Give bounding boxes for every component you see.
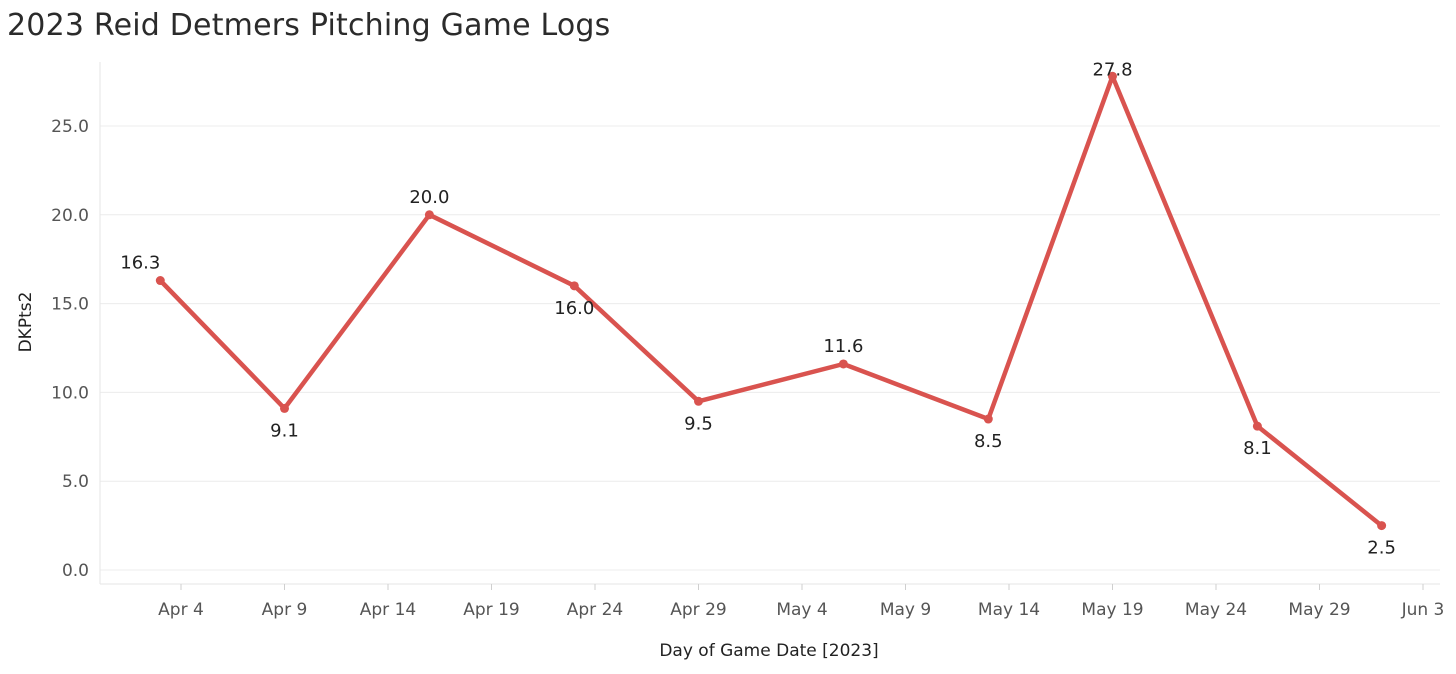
data-label: 11.6 [823, 336, 863, 357]
data-point [569, 281, 579, 291]
data-label: 20.0 [409, 187, 449, 208]
x-tick-label: May 24 [1185, 600, 1247, 620]
series-line [158, 74, 1384, 528]
series-dkpts2 [155, 71, 1387, 531]
data-point [280, 403, 289, 413]
data-label: 16.3 [120, 253, 160, 274]
x-tick-label: May 14 [978, 600, 1040, 620]
x-tick-label: May 29 [1288, 600, 1350, 620]
data-point [1377, 521, 1387, 531]
x-tick-label: Apr 19 [463, 600, 519, 620]
data-label: 8.5 [974, 431, 1003, 452]
chart-title: 2023 Reid Detmers Pitching Game Logs [7, 8, 611, 43]
x-axis-title: Day of Game Date [2023] [659, 641, 878, 661]
x-tick-label: May 4 [776, 600, 827, 620]
x-axis-ticks: Apr 4 Apr 9 Apr 14 Apr 19 Apr 24 Apr 29 May 4 M… [158, 584, 1444, 620]
data-label: 2.5 [1367, 538, 1396, 559]
y-tick-label: 20.0 [51, 206, 89, 226]
y-tick-label: 5.0 [62, 472, 89, 492]
y-tick-label: 0.0 [62, 561, 89, 581]
gridlines [100, 125, 1440, 571]
data-point [424, 210, 434, 220]
data-label: 27.8 [1092, 59, 1132, 80]
y-tick-label: 10.0 [51, 383, 89, 403]
x-tick-label: Apr 14 [360, 600, 416, 620]
x-tick-label: May 9 [880, 600, 931, 620]
y-tick-label: 15.0 [51, 295, 89, 315]
x-tick-label: May 19 [1081, 600, 1143, 620]
y-axis-ticks: 0.0 5.0 10.0 15.0 20.0 25.0 [51, 117, 89, 581]
y-axis-title: DKPts2 [16, 292, 36, 353]
y-tick-label: 25.0 [51, 117, 89, 137]
data-labels: 16.3 9.1 20.0 16.0 9.5 11.6 8.5 27.8 8.1 2.5 [120, 59, 1396, 558]
x-tick-label: Apr 24 [567, 600, 623, 620]
x-tick-label: Jun 3 [1401, 600, 1445, 620]
data-label: 9.1 [270, 420, 299, 441]
data-label: 16.0 [554, 298, 594, 319]
data-label: 8.1 [1243, 438, 1272, 459]
data-label: 9.5 [684, 413, 713, 434]
data-point [155, 276, 165, 286]
data-point [838, 359, 848, 369]
axes [99, 62, 1440, 585]
data-point [694, 396, 703, 406]
x-tick-label: Apr 4 [158, 600, 204, 620]
x-tick-label: Apr 9 [262, 600, 308, 620]
data-point [1108, 71, 1117, 81]
data-point [1252, 421, 1262, 431]
x-tick-label: Apr 29 [670, 600, 726, 620]
data-point [983, 414, 993, 424]
